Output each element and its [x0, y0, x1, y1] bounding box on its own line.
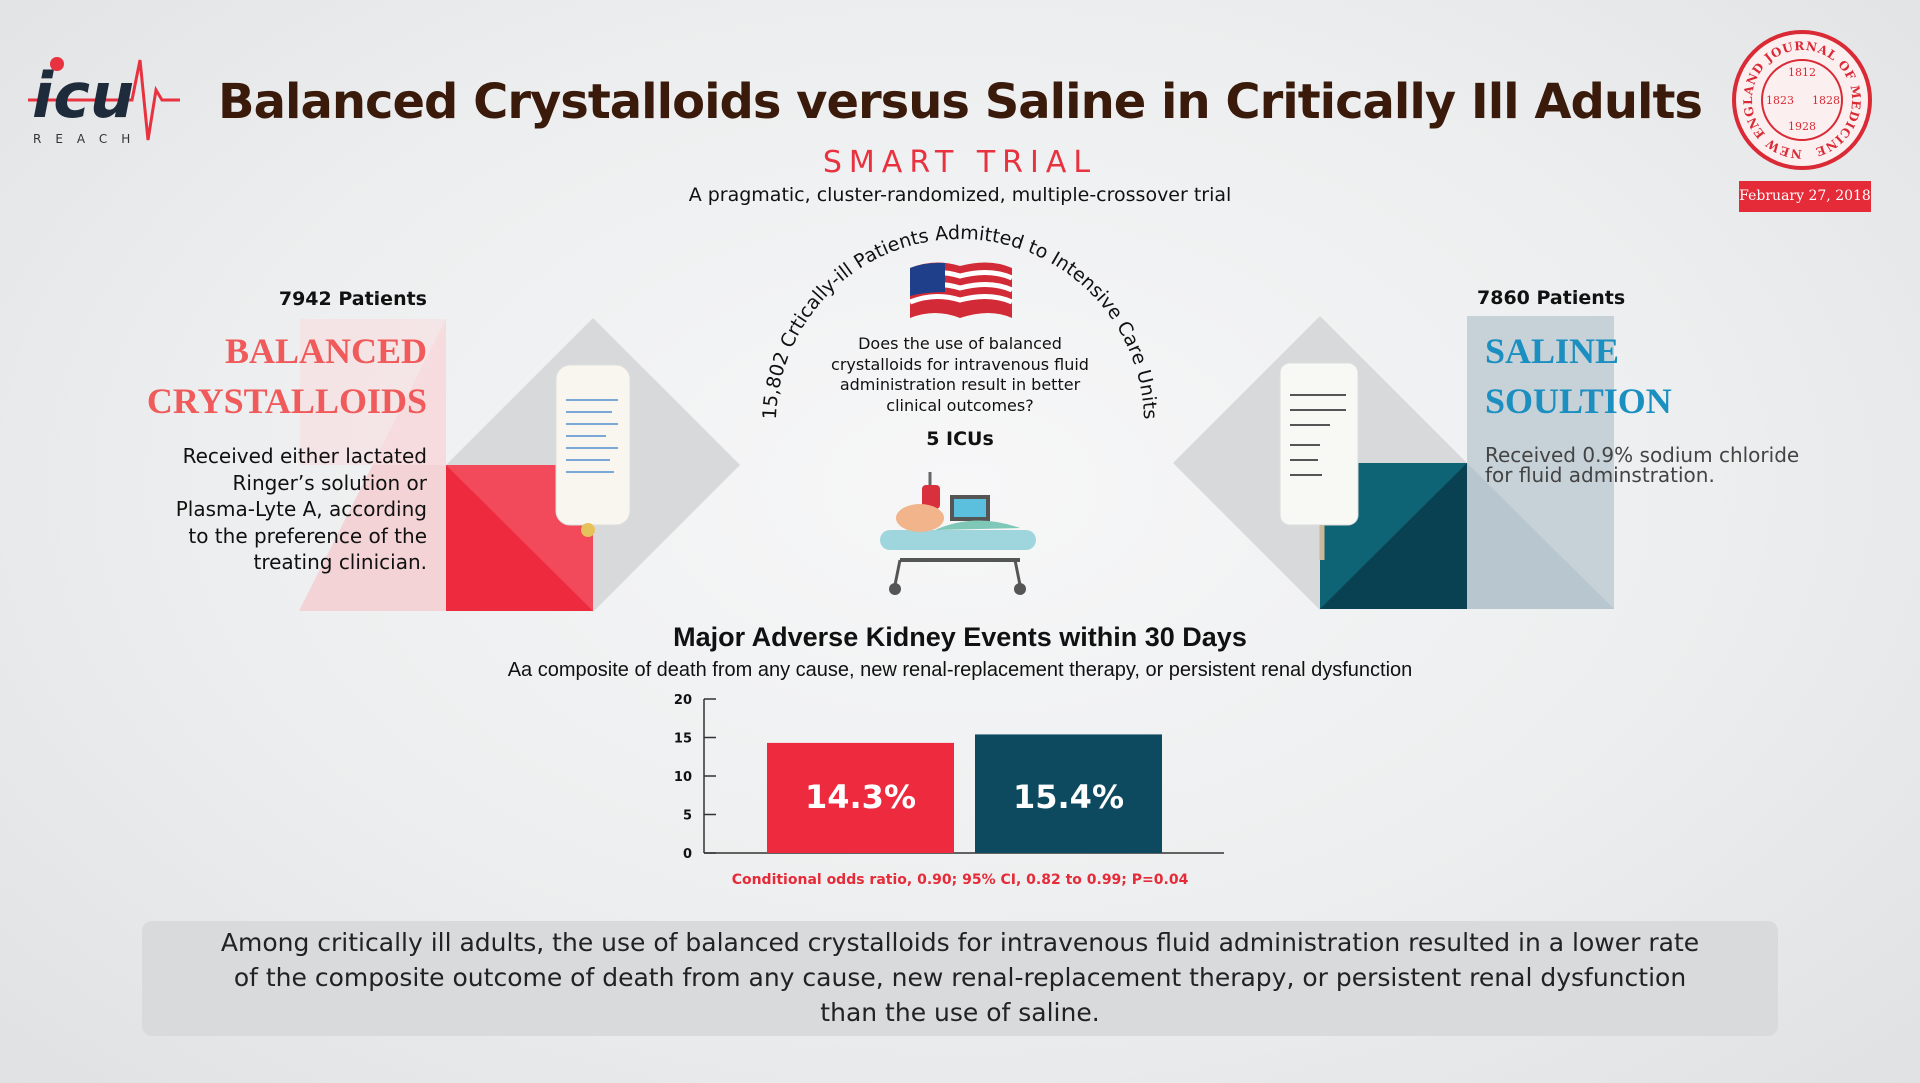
- sites: 5 ICUs: [926, 428, 994, 450]
- patients-count: 7860 Patients: [1477, 287, 1626, 309]
- right-teal-triangle: [1320, 463, 1467, 609]
- logo-name: icu: [32, 59, 134, 132]
- seal-inner: [1761, 59, 1843, 141]
- group-name: BALANCED CRYSTALLOIDS: [147, 326, 427, 426]
- chart-subtitle: Aa composite of death from any cause, ne…: [508, 659, 1413, 681]
- title: Balanced Crystalloids versus Saline in C…: [218, 74, 1703, 130]
- iv-bag-print: [566, 399, 618, 473]
- iv-port: [581, 523, 595, 537]
- logo-dot: [50, 57, 64, 71]
- y-tick-label: 15: [674, 732, 692, 747]
- seal-year: 1823: [1766, 94, 1794, 107]
- right-light-triangle: [1467, 463, 1614, 609]
- iv-bag: [555, 364, 631, 526]
- chart-title: Major Adverse Kidney Events within 30 Da…: [673, 622, 1247, 652]
- bar: [767, 742, 954, 853]
- value-label: 14.3%: [805, 778, 916, 816]
- us-flag: [909, 262, 1014, 318]
- logo-tagline: REACH: [33, 132, 144, 146]
- patient-bed: [880, 472, 1036, 595]
- saline-bag-print: [1290, 394, 1346, 476]
- group-name-line: CRYSTALLOIDS: [146, 381, 427, 421]
- publication-date: February 27, 2018: [1739, 181, 1871, 212]
- y-tick-label: 20: [674, 693, 692, 708]
- y-tick-label: 0: [683, 847, 692, 862]
- conclusion-box: [142, 921, 1778, 1036]
- heartbeat-line: [28, 59, 180, 141]
- trial-name: SMART TRIAL: [822, 145, 1098, 180]
- study-question: Does the use of balanced crystalloids fo…: [831, 334, 1089, 415]
- group-name-line: SOULTION: [1485, 381, 1672, 421]
- left-light-rect: [300, 319, 446, 465]
- group-description: Received either lactated Ringer’s soluti…: [175, 444, 427, 574]
- chart: Major Adverse Kidney Events within 30 Da…: [508, 622, 1413, 888]
- patients-count: 7942 Patients: [278, 288, 427, 310]
- group-description: Received 0.9% sodium chloride for fluid …: [1485, 443, 1800, 487]
- trial-design: A pragmatic, cluster-randomized, multipl…: [688, 184, 1232, 206]
- seal-year: 1928: [1788, 120, 1816, 133]
- y-tick-label: 10: [674, 770, 692, 785]
- bar: [975, 734, 1162, 853]
- group-name-line: BALANCED: [224, 331, 427, 371]
- chart-note: Conditional odds ratio, 0.90; 95% CI, 0.…: [732, 872, 1189, 888]
- value-label: 15.4%: [1013, 778, 1124, 816]
- group-name-line: SALINE: [1485, 331, 1620, 371]
- conclusion: Among critically ill adults, the use of …: [220, 928, 1700, 1027]
- y-tick-label: 5: [683, 809, 692, 824]
- seal: [1732, 30, 1872, 170]
- seal-year: 1828: [1812, 94, 1840, 107]
- seal-year: 1812: [1788, 66, 1816, 79]
- group-name: SALINE SOULTION: [1485, 326, 1672, 426]
